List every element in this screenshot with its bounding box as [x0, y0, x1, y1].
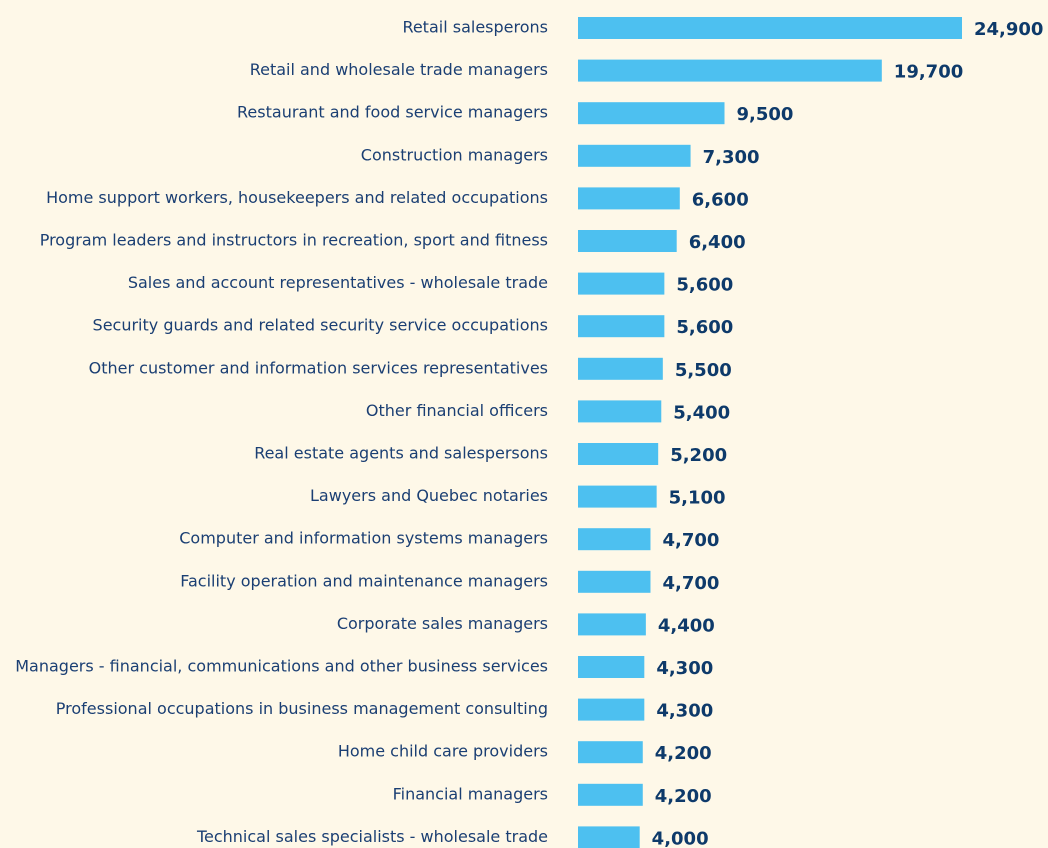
- bar: [578, 698, 645, 721]
- category-label: Lawyers and Quebec notaries: [310, 486, 548, 505]
- bar: [578, 400, 662, 423]
- value-label: 5,600: [676, 317, 733, 338]
- category-label: Security guards and related security ser…: [93, 316, 548, 335]
- category-label: Financial managers: [393, 784, 548, 803]
- bar: [578, 144, 691, 167]
- category-label: Other customer and information services …: [89, 358, 548, 377]
- value-label: 4,200: [655, 743, 712, 764]
- value-label: 4,400: [658, 615, 715, 636]
- bar: [578, 187, 680, 210]
- bar: [578, 528, 651, 551]
- value-label: 5,400: [673, 402, 730, 423]
- category-label: Managers - financial, communications and…: [15, 657, 548, 676]
- category-label: Corporate sales managers: [337, 614, 548, 633]
- bar: [578, 741, 643, 764]
- value-label: 4,000: [652, 828, 709, 848]
- value-label: 5,100: [669, 488, 726, 509]
- category-label: Home child care providers: [338, 742, 548, 761]
- category-label: Other financial officers: [366, 401, 548, 420]
- value-label: 4,700: [662, 573, 719, 594]
- value-label: 6,600: [692, 189, 749, 210]
- category-label: Real estate agents and salespersons: [254, 444, 548, 463]
- bar: [578, 826, 640, 848]
- value-label: 4,700: [662, 530, 719, 551]
- value-label: 24,900: [974, 19, 1043, 40]
- bar: [578, 443, 659, 465]
- value-label: 5,600: [676, 275, 733, 296]
- value-label: 9,500: [737, 104, 794, 125]
- bar: [578, 613, 646, 636]
- bar: [578, 272, 665, 295]
- bar: [578, 485, 657, 508]
- bar: [578, 656, 645, 678]
- bar: [578, 59, 882, 82]
- bar: [578, 17, 962, 39]
- value-label: 19,700: [894, 62, 963, 83]
- category-label: Home support workers, housekeepers and r…: [46, 188, 548, 207]
- value-label: 5,500: [675, 360, 732, 381]
- bar: [578, 570, 651, 593]
- value-label: 5,200: [670, 445, 727, 466]
- bar: [578, 230, 677, 252]
- bar: [578, 357, 663, 380]
- category-label: Technical sales specialists - wholesale …: [196, 827, 548, 846]
- category-label: Construction managers: [361, 145, 548, 164]
- value-label: 4,300: [656, 658, 713, 679]
- category-label: Retail salesperons: [402, 18, 548, 37]
- category-label: Facility operation and maintenance manag…: [180, 571, 548, 590]
- category-label: Retail and wholesale trade managers: [250, 60, 548, 79]
- value-label: 7,300: [703, 147, 760, 168]
- bar: [578, 783, 643, 806]
- value-label: 6,400: [689, 232, 746, 253]
- category-label: Computer and information systems manager…: [179, 529, 548, 548]
- category-label: Program leaders and instructors in recre…: [40, 231, 548, 250]
- bar: [578, 102, 725, 125]
- bar: [578, 315, 665, 338]
- value-label: 4,200: [655, 786, 712, 807]
- value-label: 4,300: [656, 701, 713, 722]
- category-label: Professional occupations in business man…: [56, 699, 548, 718]
- category-label: Restaurant and food service managers: [237, 103, 548, 122]
- category-label: Sales and account representatives - whol…: [128, 273, 548, 292]
